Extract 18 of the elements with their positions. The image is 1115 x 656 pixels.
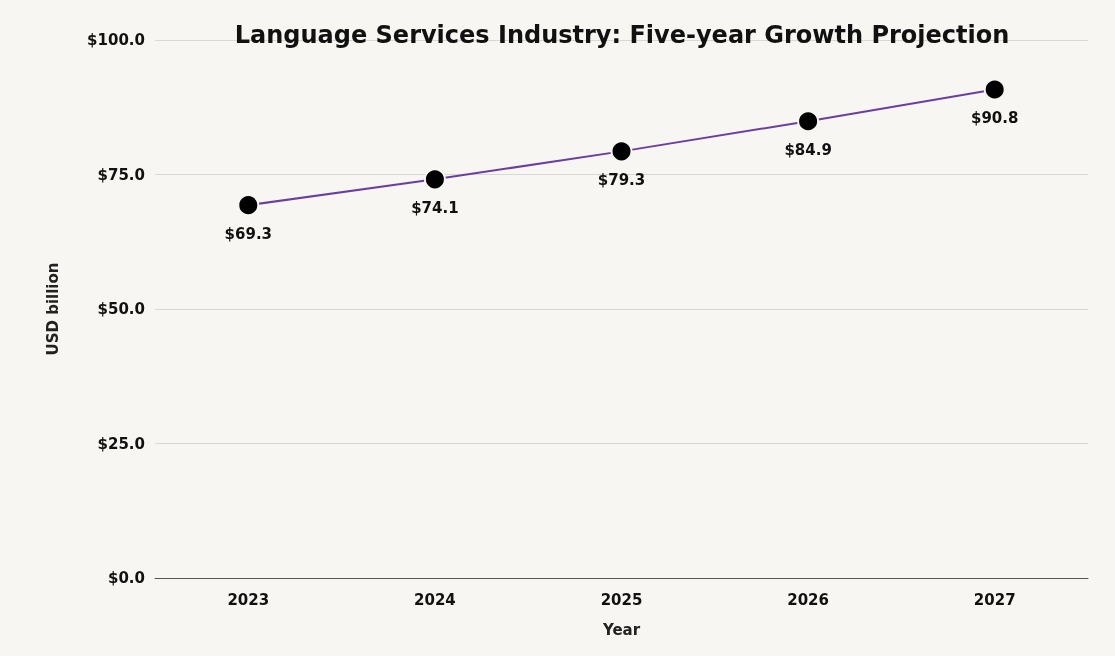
x-tick-label: 2025 [600, 590, 643, 609]
x-axis-title: Year [601, 620, 641, 639]
y-tick-label: $50.0 [97, 300, 145, 318]
x-tick-label: 2024 [414, 590, 456, 609]
y-tick-label: $25.0 [97, 434, 145, 453]
data-label: $90.8 [970, 109, 1019, 127]
y-tick-label: $0.0 [107, 569, 145, 587]
data-label: $79.3 [597, 170, 646, 189]
y-tick-label: $100.0 [87, 31, 145, 49]
chart-title: Language Services Industry: Five-year Growth Projection [234, 21, 1010, 49]
data-label: $84.9 [784, 140, 832, 159]
data-label: $74.1 [411, 198, 459, 217]
data-label: $69.3 [224, 224, 273, 243]
x-tick-label: 2023 [227, 590, 270, 609]
y-axis-title: USD billion [43, 262, 62, 356]
y-tick-label: $75.0 [97, 165, 145, 184]
x-tick-label: 2026 [787, 590, 829, 609]
x-tick-label: 2027 [973, 590, 1016, 609]
